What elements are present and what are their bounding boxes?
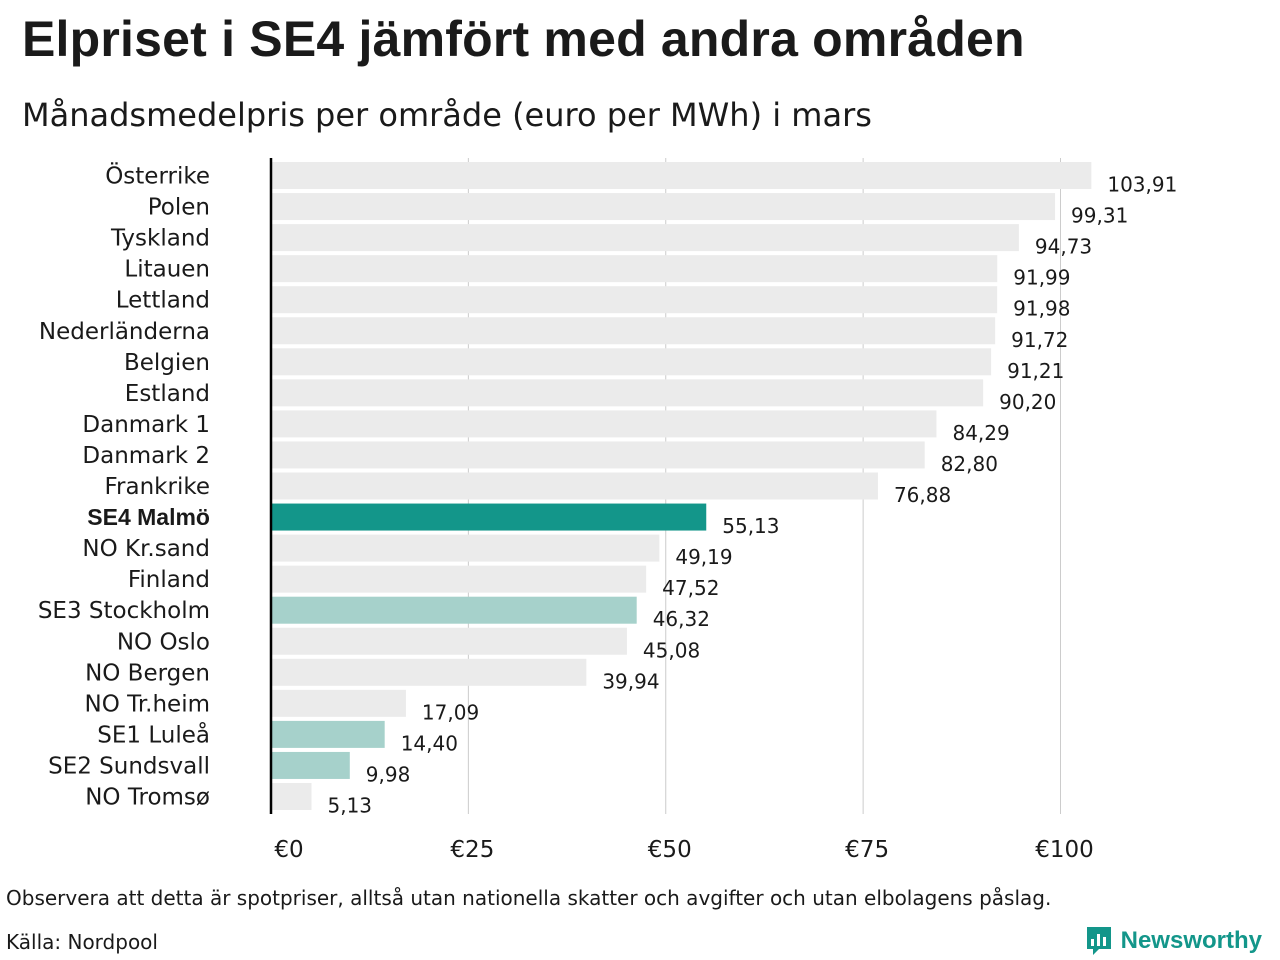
- value-label: 17,09: [422, 700, 479, 724]
- value-label: 91,99: [1013, 266, 1070, 290]
- source-note: Källa: Nordpool: [6, 930, 158, 954]
- bar: [271, 224, 1019, 252]
- bar: [271, 348, 992, 376]
- bar: [271, 472, 878, 500]
- value-label: 90,20: [999, 390, 1056, 414]
- bar: [271, 503, 707, 531]
- value-label: 84,29: [952, 421, 1009, 445]
- value-label: 39,94: [602, 669, 659, 693]
- category-label: NO Tr.heim: [85, 691, 210, 717]
- newsworthy-logo-icon: [1086, 927, 1111, 955]
- category-label: NO Kr.sand: [82, 536, 210, 562]
- category-label: NO Bergen: [85, 660, 210, 686]
- value-label: 14,40: [401, 731, 458, 755]
- value-label: 45,08: [643, 638, 700, 662]
- chart-subtitle: Månadsmedelpris per område (euro per MWh…: [22, 96, 872, 134]
- category-label: Danmark 2: [82, 443, 210, 469]
- value-label: 5,13: [328, 794, 373, 818]
- value-label: 82,80: [941, 452, 998, 476]
- bar: [271, 193, 1056, 221]
- bar: [271, 627, 627, 655]
- category-label: Österrike: [105, 162, 210, 190]
- category-label: Estland: [125, 381, 210, 407]
- value-label: 103,91: [1107, 173, 1177, 197]
- category-label: Belgien: [124, 350, 210, 376]
- category-label: SE4 Malmö: [87, 504, 210, 530]
- category-label: Frankrike: [105, 474, 211, 500]
- category-label: NO Tromsø: [85, 785, 210, 811]
- bar: [271, 255, 998, 283]
- value-label: 91,21: [1007, 359, 1064, 383]
- bar: [271, 751, 350, 779]
- footnote: Observera att detta är spotpriser, allts…: [6, 886, 1052, 910]
- value-label: 46,32: [653, 607, 710, 631]
- bar: [271, 783, 312, 810]
- bar: [271, 720, 385, 748]
- x-tick-label: €0: [274, 837, 303, 863]
- brand-logo: Newsworthy: [1085, 925, 1262, 957]
- brand-name: Newsworthy: [1120, 927, 1262, 954]
- bar: [271, 162, 1092, 189]
- value-label: 91,72: [1011, 328, 1068, 352]
- chart-title: Elpriset i SE4 jämfört med andra områden: [22, 11, 1025, 67]
- category-label: Tyskland: [110, 226, 210, 252]
- value-label: 9,98: [366, 762, 411, 786]
- bar: [271, 596, 637, 624]
- value-label: 55,13: [722, 514, 779, 538]
- bar: [271, 658, 587, 686]
- bar: [271, 441, 925, 469]
- bar-chart: Österrike 103,91 Polen 99,31 Tyskland 94,73 Li…: [38, 158, 1177, 863]
- value-label: 47,52: [662, 576, 719, 600]
- category-label: Nederländerna: [39, 319, 210, 345]
- value-label: 94,73: [1035, 235, 1092, 259]
- bar: [271, 410, 937, 438]
- value-label: 99,31: [1071, 204, 1128, 228]
- value-label: 76,88: [894, 483, 951, 507]
- bar: [271, 565, 647, 593]
- bar: [271, 286, 998, 314]
- category-label: SE1 Luleå: [97, 720, 210, 748]
- x-tick-label: €100: [1035, 837, 1094, 863]
- value-label: 91,98: [1013, 297, 1070, 321]
- bar: [271, 379, 984, 407]
- x-tick-label: €50: [648, 837, 692, 863]
- x-tick-label: €75: [845, 837, 889, 863]
- value-label: 49,19: [675, 545, 732, 569]
- category-label: Danmark 1: [82, 412, 210, 438]
- category-label: Polen: [148, 195, 210, 221]
- bar: [271, 534, 660, 562]
- category-label: Finland: [128, 567, 210, 593]
- category-label: Lettland: [116, 288, 210, 314]
- category-label: SE2 Sundsvall: [48, 753, 210, 779]
- bar: [271, 689, 406, 717]
- category-label: Litauen: [124, 257, 210, 283]
- x-tick-label: €25: [450, 837, 494, 863]
- category-label: NO Oslo: [117, 629, 210, 655]
- category-label: SE3 Stockholm: [38, 598, 210, 624]
- bar: [271, 317, 996, 345]
